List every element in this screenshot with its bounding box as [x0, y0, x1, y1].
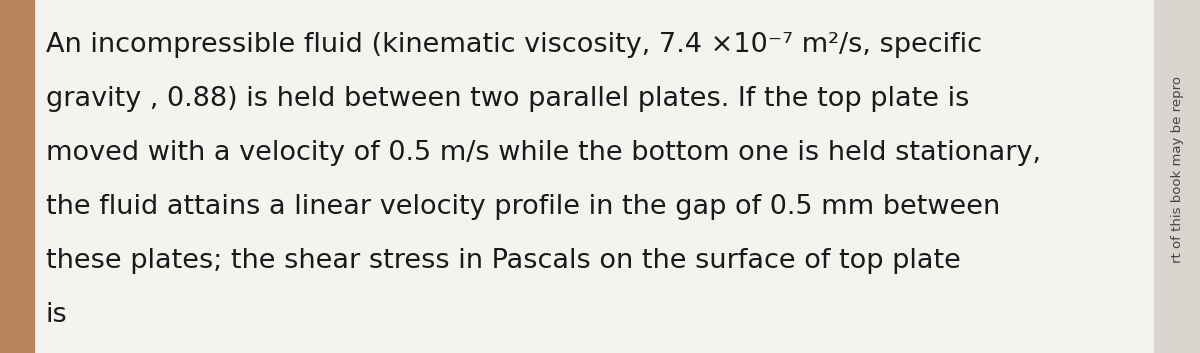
Text: rt of this book may be repro: rt of this book may be repro: [1171, 76, 1183, 263]
Bar: [0, 0, 34, 353]
Text: the fluid attains a linear velocity profile in the gap of 0.5 mm between: the fluid attains a linear velocity prof…: [46, 194, 1000, 220]
Text: An incompressible fluid (kinematic viscosity, 7.4 ×10⁻⁷ m²/s, specific: An incompressible fluid (kinematic visco…: [46, 32, 982, 58]
Text: these plates; the shear stress in Pascals on the surface of top plate: these plates; the shear stress in Pascal…: [46, 248, 960, 274]
Text: gravity , 0.88) is held between two parallel plates. If the top plate is: gravity , 0.88) is held between two para…: [46, 86, 968, 112]
Text: moved with a velocity of 0.5 m/s while the bottom one is held stationary,: moved with a velocity of 0.5 m/s while t…: [46, 140, 1040, 166]
Bar: [1154, 0, 1200, 353]
Text: is: is: [46, 302, 67, 328]
